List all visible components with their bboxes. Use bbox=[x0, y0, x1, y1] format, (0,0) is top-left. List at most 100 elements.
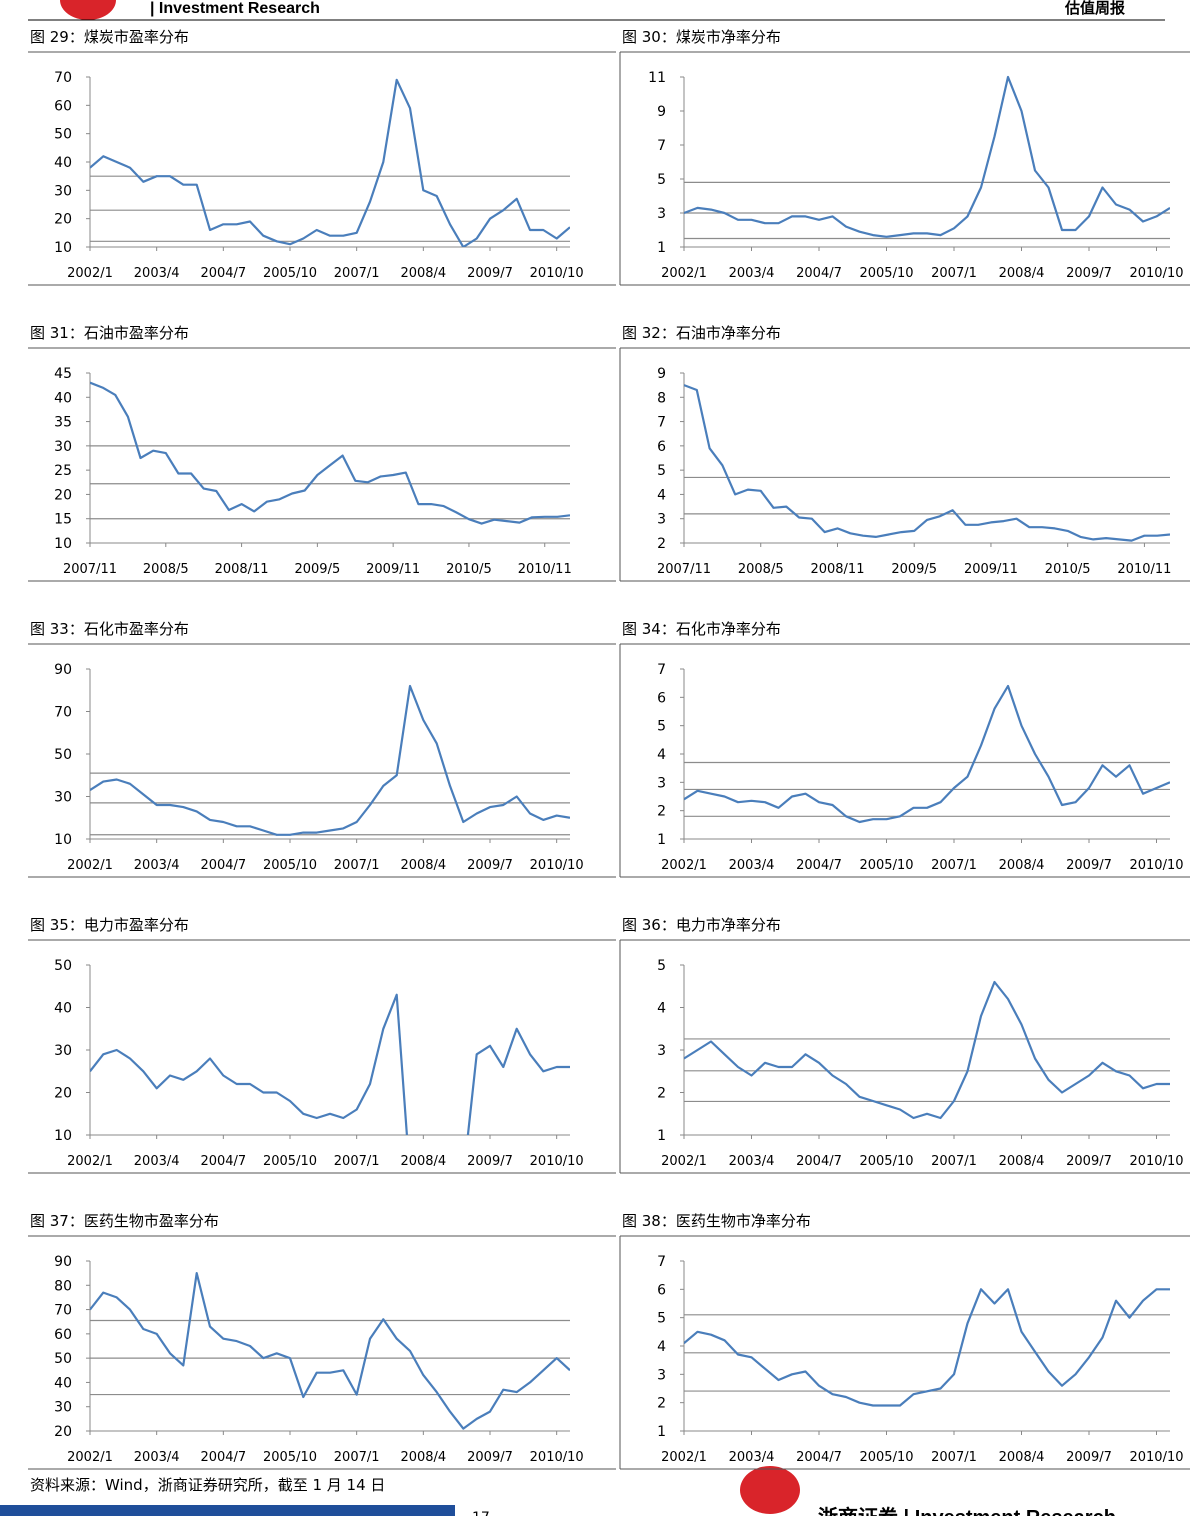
footer-brand: 浙商证券 | Investment Research bbox=[818, 1505, 1116, 1516]
footer-bar bbox=[0, 1505, 455, 1516]
y-tick-label: 1 bbox=[657, 832, 666, 848]
y-tick-label: 4 bbox=[657, 487, 666, 503]
x-tick-label: 2003/4 bbox=[134, 1450, 180, 1465]
series-line bbox=[684, 75, 1170, 238]
y-tick-label: 9 bbox=[657, 366, 666, 382]
y-tick-label: 3 bbox=[657, 775, 666, 791]
y-tick-label: 2 bbox=[657, 536, 666, 552]
x-tick-label: 2002/1 bbox=[67, 858, 113, 873]
y-tick-label: 70 bbox=[54, 70, 72, 86]
source-note: 资料来源：Wind，浙商证券研究所，截至 1 月 14 日 bbox=[30, 1476, 385, 1494]
y-tick-label: 40 bbox=[54, 155, 72, 171]
chart-title: 图 29：煤炭市盈率分布 bbox=[30, 28, 189, 46]
series-line bbox=[684, 1288, 1170, 1407]
y-tick-label: 30 bbox=[54, 183, 72, 199]
y-tick-label: 35 bbox=[54, 415, 72, 431]
y-tick-label: 2 bbox=[657, 1086, 666, 1102]
y-tick-label: 50 bbox=[54, 127, 72, 143]
y-tick-label: 60 bbox=[54, 1327, 72, 1343]
y-tick-label: 10 bbox=[54, 1128, 72, 1144]
x-tick-label: 2005/10 bbox=[859, 1450, 913, 1465]
x-tick-label: 2003/4 bbox=[729, 266, 775, 281]
x-tick-label: 2002/1 bbox=[67, 1450, 113, 1465]
x-tick-label: 2010/11 bbox=[1117, 562, 1171, 577]
y-tick-label: 20 bbox=[54, 487, 72, 503]
x-tick-label: 2010/10 bbox=[1129, 1450, 1183, 1465]
x-tick-label: 2005/10 bbox=[859, 858, 913, 873]
series-line bbox=[684, 684, 1170, 824]
x-tick-label: 2009/11 bbox=[366, 562, 420, 577]
chart-title: 图 30：煤炭市净率分布 bbox=[622, 28, 781, 46]
y-tick-label: 15 bbox=[54, 512, 72, 528]
y-tick-label: 4 bbox=[657, 1001, 666, 1017]
x-tick-label: 2007/1 bbox=[334, 266, 380, 281]
y-tick-label: 7 bbox=[657, 138, 666, 154]
y-tick-label: 10 bbox=[54, 832, 72, 848]
x-tick-label: 2005/10 bbox=[263, 1154, 317, 1169]
x-tick-label: 2009/7 bbox=[1066, 266, 1112, 281]
series-line bbox=[684, 980, 1170, 1120]
x-tick-label: 2005/10 bbox=[263, 266, 317, 281]
x-tick-label: 2010/10 bbox=[1129, 266, 1183, 281]
chart-title: 图 34：石化市净率分布 bbox=[622, 620, 781, 638]
y-tick-label: 6 bbox=[657, 690, 666, 706]
y-tick-label: 10 bbox=[54, 536, 72, 552]
x-tick-label: 2010/10 bbox=[530, 1154, 584, 1169]
y-tick-label: 50 bbox=[54, 747, 72, 763]
y-tick-label: 6 bbox=[657, 439, 666, 455]
y-tick-label: 7 bbox=[657, 1254, 666, 1270]
header-report: 估值周报 bbox=[1064, 0, 1125, 17]
series-line bbox=[684, 384, 1170, 542]
series-line bbox=[90, 78, 570, 247]
y-tick-label: 3 bbox=[657, 1367, 666, 1383]
x-tick-label: 2008/4 bbox=[999, 266, 1045, 281]
y-tick-label: 5 bbox=[657, 463, 666, 479]
x-tick-label: 2003/4 bbox=[134, 858, 180, 873]
x-tick-label: 2009/7 bbox=[1066, 1154, 1112, 1169]
x-tick-label: 2009/7 bbox=[467, 1154, 513, 1169]
x-tick-label: 2007/11 bbox=[63, 562, 117, 577]
x-tick-label: 2008/5 bbox=[143, 562, 189, 577]
x-tick-label: 2008/5 bbox=[738, 562, 784, 577]
y-tick-label: 9 bbox=[657, 104, 666, 120]
y-tick-label: 30 bbox=[54, 790, 72, 806]
x-tick-label: 2004/7 bbox=[200, 858, 246, 873]
y-tick-label: 2 bbox=[657, 1396, 666, 1412]
x-tick-label: 2004/7 bbox=[796, 266, 842, 281]
x-tick-label: 2004/7 bbox=[200, 1154, 246, 1169]
y-tick-label: 3 bbox=[657, 1043, 666, 1059]
y-tick-label: 90 bbox=[54, 662, 72, 678]
chart-title: 图 31：石油市盈率分布 bbox=[30, 324, 189, 342]
x-tick-label: 2010/11 bbox=[518, 562, 572, 577]
x-tick-label: 2007/1 bbox=[931, 1450, 977, 1465]
x-tick-label: 2008/4 bbox=[999, 858, 1045, 873]
y-tick-label: 8 bbox=[657, 390, 666, 406]
y-tick-label: 80 bbox=[54, 1278, 72, 1294]
x-tick-label: 2008/11 bbox=[215, 562, 269, 577]
chart-title: 图 37：医药生物市盈率分布 bbox=[30, 1212, 219, 1230]
x-tick-label: 2010/5 bbox=[1045, 562, 1091, 577]
x-tick-label: 2008/11 bbox=[810, 562, 864, 577]
y-tick-label: 30 bbox=[54, 1400, 72, 1416]
x-tick-label: 2002/1 bbox=[67, 266, 113, 281]
y-tick-label: 5 bbox=[657, 1311, 666, 1327]
x-tick-label: 2004/7 bbox=[200, 1450, 246, 1465]
x-tick-label: 2007/1 bbox=[931, 266, 977, 281]
chart-title: 图 38：医药生物市净率分布 bbox=[622, 1212, 811, 1230]
x-tick-label: 2008/4 bbox=[999, 1450, 1045, 1465]
y-tick-label: 70 bbox=[54, 705, 72, 721]
x-tick-label: 2008/4 bbox=[400, 858, 446, 873]
y-tick-label: 40 bbox=[54, 1001, 72, 1017]
y-tick-label: 2 bbox=[657, 804, 666, 820]
chart-title: 图 33：石化市盈率分布 bbox=[30, 620, 189, 638]
y-tick-label: 25 bbox=[54, 463, 72, 479]
x-tick-label: 2002/1 bbox=[661, 1154, 707, 1169]
x-tick-label: 2007/1 bbox=[334, 1154, 380, 1169]
y-tick-label: 7 bbox=[657, 662, 666, 678]
x-tick-label: 2004/7 bbox=[796, 1450, 842, 1465]
x-tick-label: 2009/7 bbox=[1066, 858, 1112, 873]
header-brand: | Investment Research bbox=[150, 0, 320, 17]
y-tick-label: 5 bbox=[657, 172, 666, 188]
x-tick-label: 2002/1 bbox=[661, 1450, 707, 1465]
